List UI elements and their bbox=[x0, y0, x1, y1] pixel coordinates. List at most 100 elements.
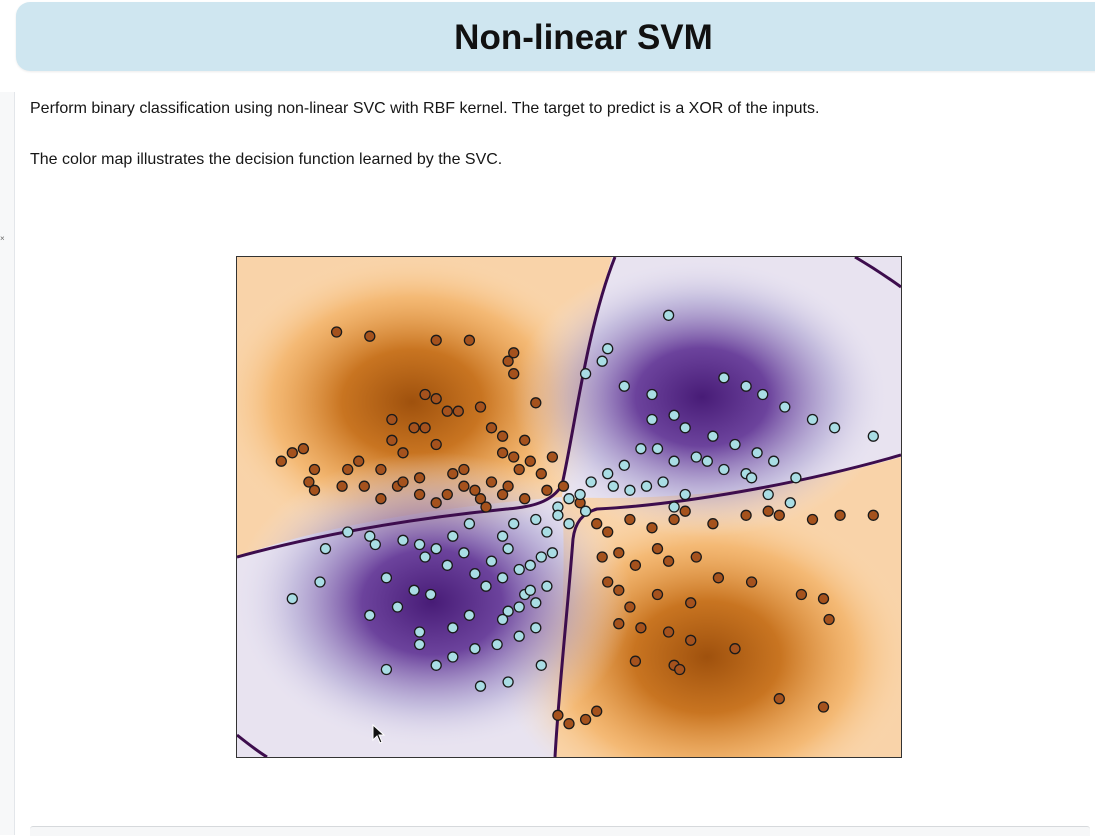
orange-class-point bbox=[546, 451, 559, 463]
orange-class-point bbox=[469, 484, 481, 496]
orange-class-point bbox=[480, 501, 492, 513]
orange-class-point bbox=[762, 505, 774, 517]
blue-class-point bbox=[541, 526, 553, 538]
orange-class-point bbox=[646, 522, 658, 534]
blue-class-point bbox=[463, 518, 476, 530]
boundary-corner-bottom-left bbox=[237, 733, 268, 757]
blue-class-point bbox=[413, 638, 426, 651]
orange-class-point bbox=[519, 434, 531, 446]
blue-class-point bbox=[397, 534, 409, 546]
orange-class-point bbox=[342, 463, 354, 476]
orange-class-point bbox=[635, 622, 647, 634]
bottom-panel-edge bbox=[30, 826, 1090, 836]
blue-class-point bbox=[496, 613, 509, 626]
orange-class-point bbox=[430, 393, 442, 405]
blue-class-point bbox=[474, 680, 487, 692]
blue-class-point bbox=[806, 413, 819, 426]
blue-class-point bbox=[447, 622, 459, 634]
blue-class-point bbox=[579, 505, 592, 517]
blue-class-point bbox=[690, 451, 702, 463]
blue-class-point bbox=[425, 588, 437, 601]
orange-class-point bbox=[297, 443, 310, 455]
orange-class-point bbox=[474, 493, 487, 505]
blue-class-point bbox=[524, 559, 536, 571]
orange-class-point bbox=[430, 334, 442, 346]
orange-class-point bbox=[413, 488, 426, 501]
blue-class-point bbox=[585, 476, 597, 488]
orange-class-point bbox=[458, 463, 470, 476]
orange-class-point bbox=[353, 455, 365, 467]
orange-class-point bbox=[773, 693, 785, 705]
blue-class-point bbox=[485, 555, 498, 567]
blue-class-point bbox=[618, 459, 630, 471]
orange-class-point bbox=[364, 330, 376, 342]
blue-class-point bbox=[740, 380, 752, 392]
orange-class-point bbox=[502, 480, 514, 492]
blue-class-point bbox=[458, 547, 470, 559]
blue-class-point bbox=[552, 509, 564, 521]
blue-class-point bbox=[502, 543, 514, 555]
orange-class-point bbox=[745, 576, 758, 588]
blue-class-point bbox=[618, 380, 630, 392]
orange-class-point bbox=[513, 463, 525, 476]
blue-class-point bbox=[546, 547, 559, 559]
orange-class-point bbox=[591, 518, 603, 530]
blue-class-point bbox=[563, 518, 575, 530]
gutter-close-mark[interactable]: × bbox=[0, 234, 5, 243]
orange-class-point bbox=[519, 493, 531, 505]
orange-class-point bbox=[552, 709, 564, 721]
blue-class-point bbox=[524, 584, 536, 596]
orange-class-point bbox=[535, 468, 547, 480]
orange-class-point bbox=[624, 513, 636, 526]
orange-class-point bbox=[679, 505, 691, 517]
orange-class-point bbox=[308, 463, 321, 476]
orange-class-point bbox=[330, 326, 343, 338]
blue-class-point bbox=[768, 455, 780, 467]
orange-class-point bbox=[685, 597, 697, 609]
blue-class-point bbox=[624, 484, 636, 496]
orange-class-point bbox=[496, 430, 509, 442]
blue-class-point bbox=[496, 572, 509, 584]
blue-class-point bbox=[668, 455, 680, 467]
purple-blob-bottom-left bbox=[237, 452, 632, 752]
mouse-cursor-icon bbox=[372, 724, 386, 744]
blue-class-point bbox=[718, 463, 730, 476]
blue-class-point bbox=[757, 388, 769, 401]
blue-class-point bbox=[679, 422, 691, 434]
blue-class-point bbox=[668, 501, 680, 513]
orange-class-point bbox=[458, 480, 470, 492]
orange-class-point bbox=[358, 480, 370, 492]
orange-class-point bbox=[690, 551, 702, 563]
blue-class-point bbox=[441, 559, 453, 571]
blue-class-point bbox=[530, 622, 542, 634]
blue-class-point bbox=[342, 526, 354, 538]
orange-class-point bbox=[662, 555, 675, 567]
orange-class-point bbox=[795, 588, 808, 601]
orange-class-point bbox=[668, 513, 680, 526]
blue-class-point bbox=[480, 580, 492, 592]
blue-class-point bbox=[413, 626, 426, 638]
orange-class-point bbox=[502, 355, 514, 367]
orange-class-point bbox=[685, 634, 697, 646]
orange-class-point bbox=[674, 663, 686, 676]
orange-class-point bbox=[707, 518, 719, 530]
blue-class-point bbox=[314, 576, 326, 588]
blue-class-point bbox=[602, 343, 614, 355]
blue-class-point bbox=[579, 368, 592, 380]
blue-class-point bbox=[419, 551, 431, 563]
orange-class-point bbox=[286, 447, 298, 459]
orange-class-point bbox=[524, 455, 536, 467]
orange-class-point bbox=[602, 526, 614, 538]
blue-class-point bbox=[574, 488, 586, 501]
blue-class-point bbox=[508, 518, 520, 530]
orange-class-point bbox=[773, 509, 785, 521]
orange-class-point bbox=[474, 401, 487, 413]
blue-class-point bbox=[668, 409, 680, 421]
blue-class-point bbox=[718, 372, 730, 384]
orange-class-point bbox=[508, 368, 520, 380]
blue-class-point bbox=[602, 468, 614, 480]
orange-class-point bbox=[662, 626, 675, 638]
blue-class-point bbox=[679, 488, 691, 501]
blue-class-point bbox=[530, 597, 542, 609]
orange-class-point bbox=[408, 422, 420, 434]
